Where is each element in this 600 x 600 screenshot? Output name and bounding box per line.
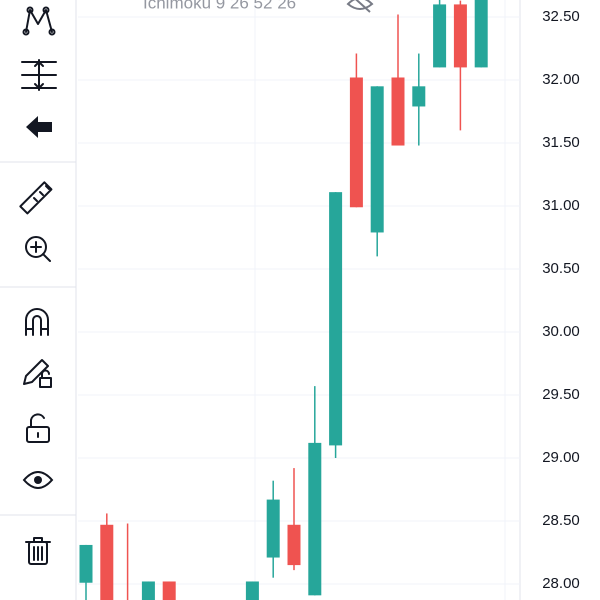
candle-body [453,4,467,68]
y-tick-label: 30.50 [542,260,580,277]
y-tick-label: 32.00 [542,71,580,88]
plot [79,0,488,600]
candle-body [266,499,280,558]
candle-body [162,581,176,600]
ruler-tool[interactable] [19,181,53,215]
candle-body [141,581,155,600]
visibility-tool[interactable] [22,471,54,489]
back-button[interactable] [26,116,52,138]
measure-lines-tool[interactable] [21,59,57,91]
y-tick-label: 28.00 [542,575,580,592]
hide-indicator-button[interactable] [346,0,374,13]
grid [78,16,520,585]
candle-body [349,77,363,208]
lock-tool[interactable] [26,413,50,443]
y-tick-label: 31.50 [542,134,580,151]
y-tick-label: 30.00 [542,323,580,340]
delete-tool[interactable] [25,537,51,565]
candle-body [287,524,301,566]
candle-body [308,442,322,596]
candle-body [391,77,405,146]
indicator-label: Ichimoku 9 26 52 26 [143,0,296,12]
price-axis: 28.00 28.50 29.00 29.50 30.00 30.50 31.00 31.50… [542,8,580,592]
candle-body [412,86,426,107]
drawing-lock-tool[interactable] [23,359,52,388]
toolbar [0,0,77,600]
magnet-tool[interactable] [25,308,49,336]
candle-body [79,544,93,583]
candle-body [474,0,488,68]
y-tick-label: 29.50 [542,386,580,403]
candle-body [370,86,384,233]
y-tick-label: 29.00 [542,449,580,466]
patterns-tool[interactable] [22,6,56,36]
candle-body [433,4,447,68]
y-tick-label: 31.00 [542,197,580,214]
candle-body [245,581,259,600]
y-tick-label: 32.50 [542,8,580,25]
zoom-tool[interactable] [25,236,51,262]
candle-body [329,192,343,446]
candle-body [100,524,114,600]
y-tick-label: 28.50 [542,512,580,529]
